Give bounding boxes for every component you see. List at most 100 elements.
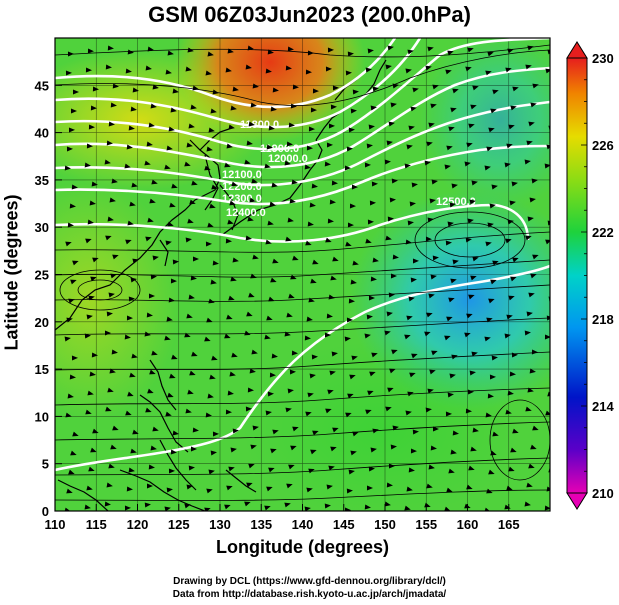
wind-arrow: [484, 165, 491, 171]
wind-arrow: [347, 51, 354, 57]
wind-arrow: [410, 448, 417, 454]
wind-arrow: [430, 274, 437, 280]
wind-arrow: [389, 197, 396, 203]
wind-arrow: [110, 102, 117, 108]
wind-arrow: [306, 487, 313, 493]
wind-arrow: [247, 45, 254, 51]
wind-arrow: [512, 86, 519, 92]
wind-arrow: [387, 216, 394, 222]
wind-arrow: [132, 258, 139, 264]
wind-arrow: [248, 121, 255, 127]
wind-arrow: [289, 198, 296, 204]
wind-arrow: [445, 411, 452, 417]
wind-arrow: [211, 184, 218, 190]
wind-arrow: [372, 257, 379, 263]
wind-arrow: [345, 70, 352, 76]
wind-arrow: [529, 368, 536, 374]
wind-arrow: [452, 88, 459, 94]
wind-arrow: [85, 238, 92, 244]
wind-arrow: [66, 488, 73, 494]
wind-arrow: [328, 465, 335, 471]
wind-arrow: [226, 485, 233, 491]
wind-arrow: [86, 143, 93, 149]
wind-arrow: [250, 102, 257, 108]
wind-arrow: [412, 429, 419, 435]
wind-arrow: [387, 45, 394, 51]
y-tick-label: 45: [35, 78, 49, 93]
wind-arrow: [85, 409, 92, 415]
wind-arrow: [187, 218, 194, 224]
wind-arrow: [550, 105, 557, 111]
wind-arrow: [450, 107, 457, 113]
wind-arrow: [365, 67, 372, 73]
wind-arrow: [229, 371, 236, 377]
wind-arrow: [244, 330, 251, 336]
wind-arrow: [552, 257, 559, 264]
x-axis-label: Longitude (degrees): [215, 537, 389, 557]
wind-arrow: [304, 335, 311, 341]
wind-arrow: [544, 334, 550, 340]
wind-arrow: [552, 430, 559, 437]
wind-arrow: [471, 180, 478, 186]
wind-arrow: [270, 448, 277, 454]
wind-arrow: [370, 105, 377, 111]
wind-arrow: [288, 464, 295, 470]
wind-arrow: [111, 349, 118, 355]
wind-arrow: [226, 314, 233, 320]
wind-arrow: [344, 336, 351, 342]
wind-arrow: [207, 393, 214, 399]
wind-arrow: [211, 355, 218, 361]
wind-arrow: [247, 216, 254, 222]
wind-arrow: [250, 273, 257, 279]
wind-arrow: [351, 184, 358, 190]
wind-arrow: [452, 430, 459, 436]
wind-arrow: [445, 240, 452, 246]
wind-arrow: [147, 388, 154, 394]
wind-arrow: [188, 465, 195, 471]
wind-arrow: [290, 103, 297, 109]
wind-arrow: [210, 108, 217, 114]
wind-arrow: [164, 335, 171, 341]
wind-arrow: [310, 107, 317, 113]
wind-arrow: [126, 315, 133, 321]
wind-arrow: [324, 332, 331, 338]
wind-arrow: [384, 501, 391, 507]
wind-arrow: [526, 482, 533, 488]
wind-arrow: [429, 369, 436, 375]
wind-arrow: [444, 335, 451, 341]
wind-arrow: [252, 425, 259, 431]
wind-arrow: [109, 197, 116, 203]
wind-arrow: [88, 124, 95, 130]
wind-arrow: [508, 124, 515, 130]
wind-arrow: [430, 445, 437, 451]
wind-arrow: [187, 47, 194, 53]
wind-arrow: [92, 86, 99, 92]
wind-arrow: [64, 507, 71, 511]
wind-arrow: [448, 126, 455, 132]
wind-arrow: [192, 256, 199, 262]
wind-arrow: [509, 371, 516, 377]
wind-arrow: [508, 466, 515, 472]
colorbar-tick-label: 214: [592, 399, 614, 414]
wind-arrow: [285, 236, 292, 242]
wind-arrow: [70, 450, 77, 456]
wind-arrow: [130, 448, 137, 454]
wind-arrow: [150, 103, 157, 109]
wind-arrow: [204, 165, 211, 171]
wind-arrow: [132, 87, 139, 93]
y-axis-label: Latitude (degrees): [1, 194, 22, 351]
wind-arrow: [151, 350, 158, 356]
wind-arrow: [304, 164, 311, 170]
wind-arrow: [89, 371, 96, 377]
wind-arrow: [272, 429, 279, 435]
wind-arrow: [251, 349, 258, 355]
wind-arrow: [64, 336, 71, 342]
wind-arrow: [525, 64, 532, 70]
wind-arrow: [427, 46, 434, 52]
wind-arrow: [490, 279, 497, 285]
wind-arrow: [465, 237, 472, 243]
wind-arrow: [366, 143, 373, 149]
wind-arrow: [366, 314, 373, 320]
wind-arrow: [390, 444, 397, 450]
wind-arrow: [104, 330, 111, 336]
